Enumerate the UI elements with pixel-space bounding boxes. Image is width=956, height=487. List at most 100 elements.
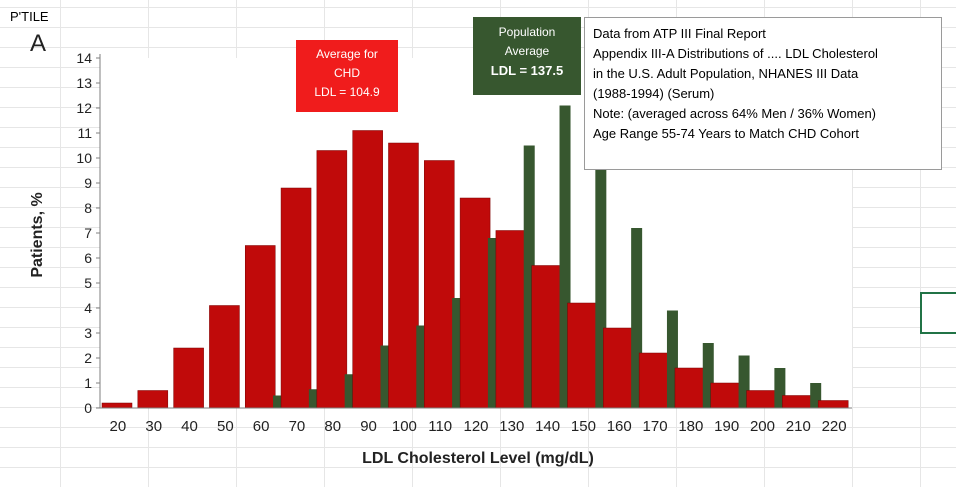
population-bar <box>559 105 571 408</box>
y-tick-label: 13 <box>76 75 92 91</box>
chd-bar <box>316 150 348 409</box>
chd-bar <box>710 382 742 409</box>
source-line: Appendix III-A Distributions of .... LDL… <box>593 46 878 61</box>
y-tick-label: 5 <box>84 275 92 291</box>
selected-cell[interactable] <box>920 292 956 334</box>
x-tick-label: 100 <box>392 418 417 435</box>
grid-row-line <box>0 7 956 8</box>
source-line: Note: (averaged across 64% Men / 36% Wom… <box>593 106 877 121</box>
population-bar <box>595 128 607 408</box>
chd-bar <box>746 390 777 409</box>
chd-bar <box>495 230 527 409</box>
y-tick-label: 2 <box>84 350 92 366</box>
x-tick-label: 120 <box>463 418 488 435</box>
pop-callout-line-1: Population <box>498 25 556 39</box>
chd-bar <box>173 347 204 409</box>
x-tick-label: 50 <box>217 418 234 435</box>
chd-bar <box>531 265 562 409</box>
x-tick-label: 40 <box>181 418 198 435</box>
population-bar <box>416 325 428 408</box>
y-tick-label: 1 <box>84 375 92 391</box>
x-tick-label: 60 <box>253 418 270 435</box>
chd-bar <box>352 130 383 409</box>
cell-label[interactable]: P'TILE <box>10 9 49 24</box>
x-tick-label: 70 <box>289 418 306 435</box>
population-bar <box>666 310 678 408</box>
y-tick-label: 12 <box>76 100 92 116</box>
source-line: Data from ATP III Final Report <box>593 26 766 41</box>
x-tick-label: 30 <box>145 418 162 435</box>
grid-row-line <box>0 427 956 428</box>
y-tick-label: 0 <box>84 400 92 416</box>
source-line: (1988-1994) (Serum) <box>593 86 715 101</box>
y-tick-label: 9 <box>84 175 92 191</box>
population-bar <box>774 368 786 408</box>
panel-letter: A <box>30 30 47 57</box>
y-tick-label: 6 <box>84 250 92 266</box>
x-tick-label: 150 <box>571 418 596 435</box>
chd-bar <box>280 187 312 409</box>
chd-average-callout: Average for CHD LDL = 104.9 <box>296 40 398 112</box>
x-tick-label: 110 <box>428 418 452 435</box>
x-tick-label: 20 <box>110 418 127 435</box>
x-tick-label: 160 <box>607 418 632 435</box>
population-bar <box>273 395 285 408</box>
grid-col-line <box>920 0 921 487</box>
chd-bar <box>567 302 598 409</box>
y-axis-title: Patients, % <box>29 192 46 277</box>
y-tick-label: 4 <box>84 300 92 316</box>
y-tick-label: 7 <box>84 225 92 241</box>
y-tick-label: 11 <box>77 125 92 141</box>
population-average-callout: Population Average LDL = 137.5 <box>473 17 581 95</box>
population-bar <box>738 355 750 408</box>
source-line: in the U.S. Adult Population, NHANES III… <box>593 66 859 81</box>
source-line: Age Range 55-74 Years to Match CHD Cohor… <box>593 126 859 141</box>
x-tick-label: 140 <box>535 418 560 435</box>
chd-callout-line-3: LDL = 104.9 <box>314 85 380 99</box>
chd-bar <box>137 390 169 409</box>
x-tick-label: 90 <box>360 418 377 435</box>
x-tick-label: 80 <box>324 418 341 435</box>
chd-bar <box>638 352 670 409</box>
y-tick-label: 10 <box>76 150 92 166</box>
x-tick-label: 200 <box>750 418 775 435</box>
chd-bar <box>424 160 455 409</box>
y-tick-label: 8 <box>84 200 92 216</box>
chd-bar <box>101 402 133 409</box>
grid-col-line <box>852 0 853 487</box>
x-tick-label: 190 <box>714 418 739 435</box>
x-tick-label: 180 <box>678 418 703 435</box>
population-bar <box>380 345 392 408</box>
chd-bar <box>817 400 849 409</box>
population-bar <box>487 238 499 408</box>
population-bar <box>702 343 714 408</box>
grid-col-line <box>60 0 61 487</box>
grid-row-line <box>0 467 956 468</box>
population-bar <box>452 298 464 408</box>
chd-bar <box>459 197 491 409</box>
chd-bar <box>388 142 419 409</box>
x-tick-label: 170 <box>643 418 668 435</box>
chd-bar <box>209 305 240 409</box>
chd-bar <box>782 395 813 409</box>
pop-callout-line-2: Average <box>504 44 550 58</box>
x-tick-label: 220 <box>822 418 847 435</box>
chd-bar <box>674 367 706 409</box>
chd-callout-line-1: Average for <box>316 47 378 61</box>
population-bar <box>810 383 822 408</box>
population-bar <box>631 228 643 408</box>
y-tick-label: 3 <box>84 325 92 341</box>
x-tick-label: 210 <box>786 418 811 435</box>
chd-bar <box>603 327 634 409</box>
population-bar <box>308 389 320 408</box>
population-bar <box>344 374 356 408</box>
source-note-textbox[interactable]: Data from ATP III Final Report Appendix … <box>584 17 942 170</box>
pop-callout-line-3: LDL = 137.5 <box>490 63 564 78</box>
population-bar <box>523 145 535 408</box>
x-tick-label: 130 <box>499 418 524 435</box>
y-tick-label: 14 <box>76 50 92 66</box>
chd-bar <box>244 245 276 409</box>
chd-callout-line-2: CHD <box>334 66 360 80</box>
